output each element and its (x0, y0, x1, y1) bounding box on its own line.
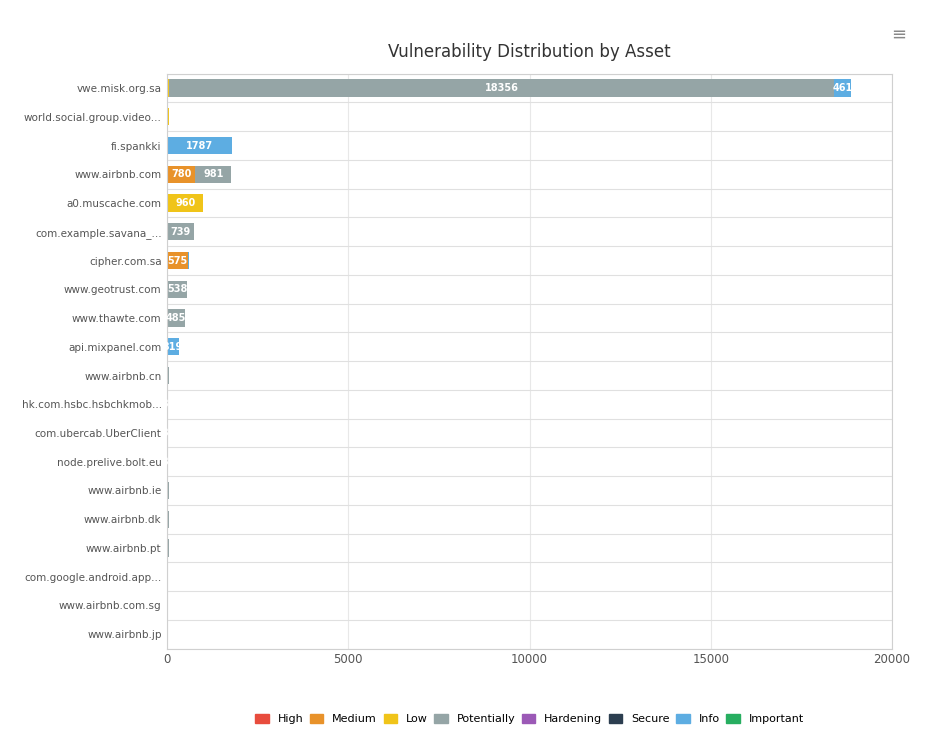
Text: 485: 485 (165, 313, 186, 323)
Bar (167, 338, 178, 355)
Bar (168, 511, 169, 528)
Text: 1787: 1787 (186, 141, 213, 150)
Bar (167, 597, 168, 614)
Text: 780: 780 (171, 170, 191, 179)
Text: 960: 960 (175, 198, 196, 208)
Bar (167, 425, 168, 441)
Bar (168, 482, 169, 499)
Text: 18356: 18356 (484, 83, 519, 93)
Bar (167, 453, 168, 470)
Bar (167, 367, 168, 384)
Bar (167, 396, 168, 413)
Bar (167, 137, 232, 154)
Bar (167, 108, 168, 125)
Bar (168, 80, 169, 97)
Bar (167, 223, 194, 240)
Bar (167, 626, 168, 643)
Legend: High, Medium, Low, Potentially, Hardening, Secure, Info, Important: High, Medium, Low, Potentially, Hardenin… (255, 713, 803, 724)
Bar (167, 195, 168, 212)
Text: 319: 319 (162, 342, 183, 352)
Bar (167, 166, 195, 183)
Text: 31: 31 (161, 457, 174, 467)
Bar (168, 108, 169, 125)
Bar (167, 568, 168, 585)
Text: 538: 538 (167, 284, 187, 294)
Bar (167, 281, 187, 298)
Text: ≡: ≡ (890, 26, 905, 43)
Text: 31: 31 (161, 399, 174, 409)
Title: Vulnerability Distribution by Asset: Vulnerability Distribution by Asset (388, 43, 670, 61)
Bar (167, 252, 187, 269)
Bar (195, 166, 231, 183)
Text: 31: 31 (161, 428, 174, 438)
Bar (168, 539, 169, 556)
Bar (169, 80, 833, 97)
Text: 575: 575 (167, 256, 187, 265)
Bar (167, 80, 168, 97)
Bar (167, 511, 168, 528)
Bar (167, 310, 185, 326)
Bar (168, 195, 203, 212)
Bar (187, 252, 189, 269)
Bar (167, 539, 168, 556)
Bar (167, 482, 168, 499)
Bar (168, 367, 169, 384)
Bar (833, 80, 850, 97)
Text: 461: 461 (831, 83, 852, 93)
Text: 981: 981 (203, 170, 224, 179)
Text: 739: 739 (171, 227, 190, 237)
